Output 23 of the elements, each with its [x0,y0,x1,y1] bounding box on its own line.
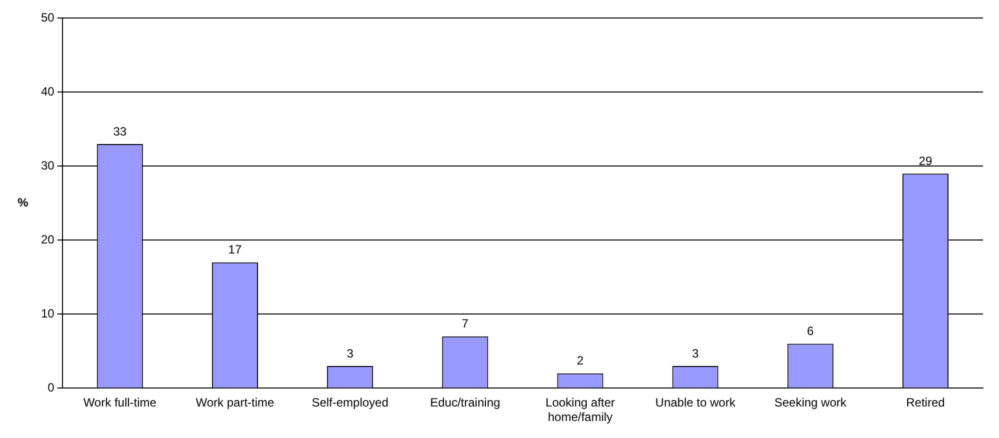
data-label: 17 [228,242,242,257]
data-label: 3 [346,346,354,360]
y-tick-label: 20 [40,232,55,247]
data-label: 33 [113,124,127,138]
data-label: 3 [692,346,699,360]
y-tick-label: 30 [40,158,55,173]
y-tick-label: 50 [40,10,55,25]
x-tick-label: Unable to work [655,396,736,410]
x-tick-label: Work full-time [83,396,157,410]
data-label: 29 [918,154,932,168]
x-tick-label: Seeking work [774,396,848,410]
y-tick-label: 10 [40,306,55,321]
y-tick-label: 40 [40,84,55,99]
data-label: 6 [807,324,814,338]
x-tick-label: Looking after home/family [546,396,615,424]
y-axis-title: % [18,196,29,210]
x-tick-label: Educ/training [430,396,500,410]
data-label: 7 [462,316,469,331]
y-tick-label: 0 [48,380,55,395]
x-tick-label: Retired [906,396,945,410]
x-tick-label: Work part-time [196,396,275,410]
data-label: 2 [576,354,584,368]
x-tick-label: Self-employed [312,396,388,410]
